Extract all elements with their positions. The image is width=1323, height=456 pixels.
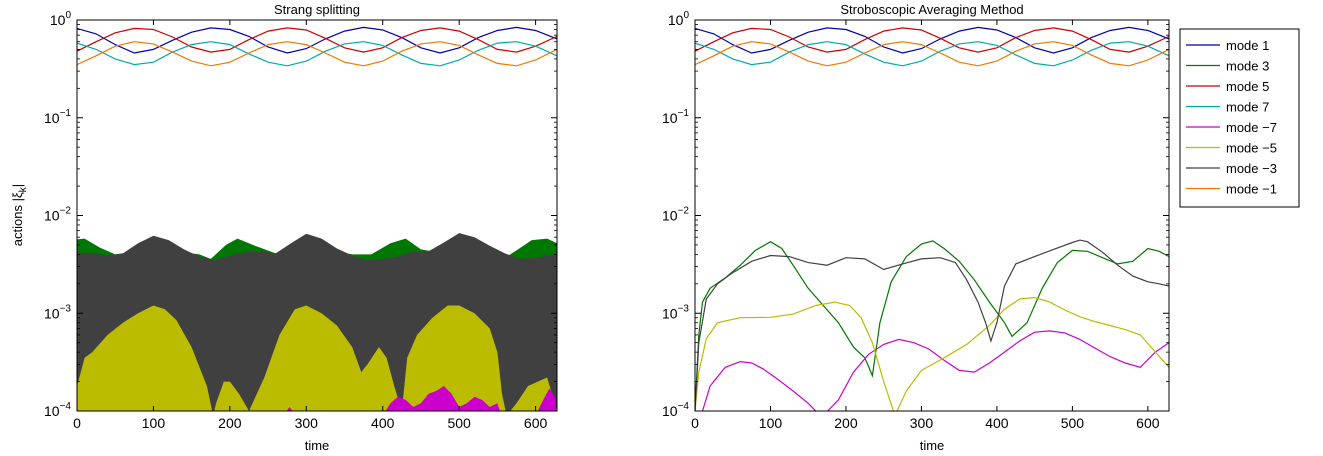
- series-line-mode-3: [695, 240, 1169, 411]
- legend: mode 1 mode 3 mode 5 mode 7 mode −7 mode −5 mo…: [1179, 28, 1300, 208]
- strang-splitting-chart: Strang splitting 0 100 200 300 400 500 600 10−…: [10, 2, 558, 453]
- series-line-mode-neg1: [695, 41, 1169, 67]
- y-axis-label-sub: k: [18, 186, 29, 192]
- y-tick-label: 10−3: [44, 303, 71, 321]
- y-axis-label-main: actions |ξ: [10, 192, 25, 246]
- x-tick-label: 600: [1136, 415, 1160, 431]
- y-tick-label: 10−1: [44, 108, 71, 126]
- plot-area: [77, 26, 557, 411]
- x-tick-label: 300: [295, 415, 319, 431]
- series-line-mode-5: [695, 27, 1169, 53]
- legend-label-mode-3: mode 3: [1226, 59, 1269, 74]
- legend-label-mode-neg3: mode −3: [1226, 161, 1277, 176]
- chart-title: Strang splitting: [274, 2, 360, 17]
- legend-box: [1179, 28, 1300, 208]
- x-tick-label: 400: [371, 415, 395, 431]
- x-tick-label: 400: [985, 415, 1009, 431]
- legend-label-mode-5: mode 5: [1226, 79, 1269, 94]
- y-axis-ticks: 10−4 10−3 10−2 10−1 100: [662, 10, 1169, 419]
- series-area-mode-neg7: [283, 386, 557, 411]
- series-area-mode-neg5: [77, 305, 557, 411]
- stroboscopic-averaging-chart: Stroboscopic Averaging Method 0 100 200 300…: [662, 2, 1170, 453]
- y-tick-label: 100: [50, 10, 72, 28]
- x-tick-label: 0: [73, 415, 81, 431]
- x-tick-label: 0: [691, 415, 699, 431]
- y-tick-label: 10−4: [662, 401, 689, 419]
- x-tick-label: 100: [142, 415, 166, 431]
- y-tick-label: 10−3: [662, 303, 689, 321]
- x-tick-label: 600: [524, 415, 548, 431]
- series-line-mode-7: [695, 41, 1169, 67]
- x-tick-label: 500: [447, 415, 471, 431]
- y-axis-label-end: |: [10, 184, 25, 187]
- x-axis-label: time: [920, 438, 945, 453]
- series-line-mode-neg1: [77, 41, 557, 67]
- series-line-mode-1: [77, 26, 557, 54]
- series-line-mode-neg7: [701, 330, 1169, 411]
- x-tick-label: 300: [910, 415, 934, 431]
- y-axis-label: actions |ξk|: [10, 184, 29, 246]
- x-tick-label: 100: [759, 415, 783, 431]
- y-axis-ticks: 10−4 10−3 10−2 10−1 100: [44, 10, 557, 419]
- series-line-mode-1: [695, 26, 1169, 54]
- plot-area: [695, 26, 1169, 411]
- legend-label-mode-neg7: mode −7: [1226, 120, 1277, 135]
- y-tick-label: 10−2: [44, 206, 71, 224]
- y-tick-label: 100: [668, 10, 690, 28]
- y-tick-label: 10−4: [44, 401, 71, 419]
- series-line-mode-neg3: [695, 239, 1169, 411]
- x-axis-ticks: 0 100 200 300 400 500 600: [73, 20, 547, 431]
- series-line-mode-7: [77, 41, 557, 67]
- x-axis-label: time: [305, 438, 330, 453]
- axes-frame: [694, 19, 1170, 412]
- x-tick-label: 200: [218, 415, 242, 431]
- legend-label-mode-neg5: mode −5: [1226, 141, 1277, 156]
- series-line-mode-5: [77, 27, 557, 53]
- legend-label-mode-7: mode 7: [1226, 100, 1269, 115]
- x-tick-label: 200: [834, 415, 858, 431]
- series-line-mode-neg5: [695, 296, 1169, 411]
- chart-title: Stroboscopic Averaging Method: [840, 2, 1023, 17]
- y-tick-label: 10−1: [662, 108, 689, 126]
- x-tick-label: 500: [1061, 415, 1085, 431]
- legend-label-mode-neg1: mode −1: [1226, 182, 1277, 197]
- y-tick-label: 10−2: [662, 206, 689, 224]
- legend-label-mode-1: mode 1: [1226, 38, 1269, 53]
- x-axis-ticks: 0 100 200 300 400 500 600: [691, 20, 1160, 431]
